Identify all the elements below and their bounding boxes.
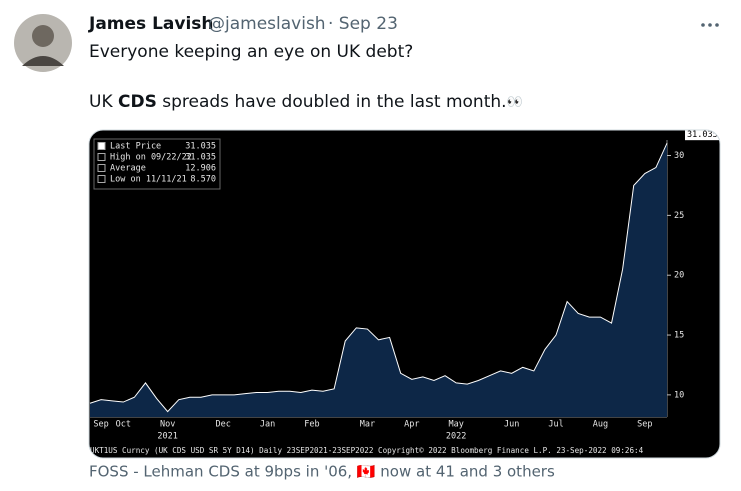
x-tick-label: Sep [637,420,652,430]
last-price-tag [685,130,720,141]
emoji: 👀 [507,95,523,110]
chart-footer: UKT1US Curncy (UK CDS USD SR 5Y D14) Dai… [90,446,644,455]
legend-value: 12.906 [185,164,216,174]
reply-context[interactable]: FOSS - Lehman CDS at 9bps in '06, 🇨🇦 now… [89,463,555,481]
y-tick-label: 15 [674,331,684,341]
x-tick-label: Apr [404,420,419,430]
image-border [88,129,721,459]
x-tick-label: Jul [548,420,563,430]
legend-box [93,138,221,190]
legend-swatch [97,164,106,172]
y-tick-label: 30 [674,151,684,161]
text-run: UK [89,92,118,112]
author-name[interactable]: James Lavish [88,14,214,34]
legend-swatch [97,153,106,161]
legend-label: Last Price [110,142,161,152]
more-menu[interactable] [701,23,719,27]
tweet-text: Everyone keeping an eye on UK debt? [89,42,413,62]
chart-image[interactable]: 10 15 20 25 30 31.035 Sep Oct Nov Dec Jan Feb Mar Apr… [89,129,721,458]
y-tick-label: 25 [674,211,684,221]
text-run: spreads have doubled in the last month. [157,92,507,112]
price-line [89,142,668,413]
legend-swatch [97,142,106,150]
area-fill [90,143,667,417]
tweet-date[interactable]: · Sep 23 [328,14,398,34]
x-tick-label: Aug [593,420,608,430]
y-tick-label: 20 [674,271,684,281]
x-year-label: 2021 [157,432,177,442]
legend-value: 31.035 [185,142,216,152]
last-price-label: 31.035 [687,130,718,140]
text-run: CDS [118,92,157,112]
x-tick-label: Sep [93,420,108,430]
legend-swatch [97,175,106,183]
avatar-body [22,56,64,66]
legend-value: 31.035 [185,153,216,163]
tweet-text: UK CDS spreads have doubled in the last … [89,92,523,112]
x-tick-label: Mar [360,420,375,430]
x-tick-label: Jun [504,420,519,430]
x-tick-label: May [448,420,463,430]
x-tick-label: Nov [160,420,175,430]
x-tick-label: Jan [260,420,275,430]
legend-label: High on 09/22/22 [110,153,192,163]
x-tick-label: Dec [215,420,230,430]
x-tick-label: Oct [116,420,131,430]
legend-value: 8.570 [190,175,216,185]
author-handle[interactable]: @jameslavish [208,14,326,34]
x-year-label: 2022 [446,432,466,442]
legend-label: Average [110,164,146,174]
x-tick-label: Feb [304,420,319,430]
avatar-face [32,25,54,47]
legend-label: Low on 11/11/21 [110,175,187,185]
y-tick-label: 10 [674,390,684,400]
